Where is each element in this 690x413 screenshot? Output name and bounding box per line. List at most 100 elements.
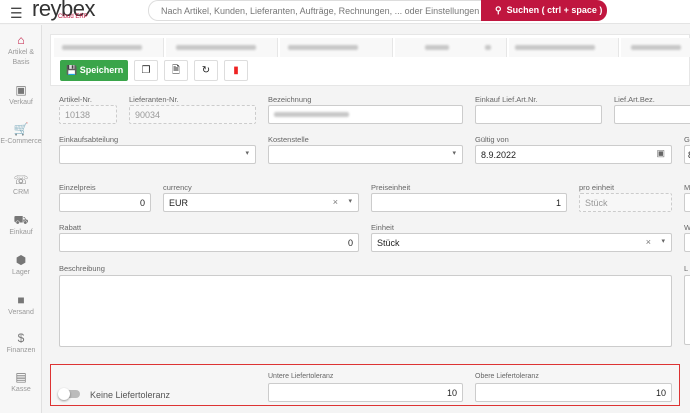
sidebar-item-kasse[interactable]: ▤ Kasse bbox=[0, 370, 42, 395]
truck-icon: ⛟ bbox=[13, 213, 29, 227]
search-icon: ⚲ bbox=[495, 5, 502, 15]
search-input[interactable]: Nach Artikel, Kunden, Lieferanten, Auftr… bbox=[148, 0, 481, 21]
clipped-field[interactable] bbox=[684, 275, 690, 345]
preiseinheit-field[interactable]: 1 bbox=[371, 193, 567, 212]
einkauf-lief-art-nr-label: Einkauf Lief.Art.Nr. bbox=[475, 95, 538, 104]
tab[interactable] bbox=[54, 38, 164, 57]
sidebar-item-label: Kasse bbox=[11, 386, 31, 393]
obere-label: Obere Liefertoleranz bbox=[475, 373, 539, 380]
chevron-down-icon: ▾ bbox=[452, 150, 456, 157]
refresh-button[interactable]: ↻ bbox=[194, 60, 218, 81]
support-agent-icon: ☏ bbox=[13, 173, 29, 187]
sidebar-item-ecommerce[interactable]: 🛒 E-Commerce bbox=[0, 122, 42, 147]
artikel-nr-label: Artikel-Nr. bbox=[59, 95, 92, 104]
cash-register-icon: ▤ bbox=[15, 370, 27, 384]
calendar-icon[interactable]: ▣ bbox=[656, 148, 665, 158]
sidebar-item-finanzen[interactable]: $ Finanzen bbox=[0, 331, 42, 356]
dollar-icon: $ bbox=[17, 331, 25, 345]
home-icon: ⌂ bbox=[17, 33, 25, 47]
currency-select[interactable]: EUR × ▾ bbox=[163, 193, 359, 212]
search-button-label: Suchen ( ctrl + space ) bbox=[506, 5, 603, 15]
pro-einheit-field: Stück bbox=[579, 193, 672, 212]
sidebar-item-label: Versand bbox=[8, 309, 34, 316]
sidebar-item-label: Einkauf bbox=[9, 229, 33, 236]
obere-liefertoleranz-field[interactable]: 10 bbox=[475, 383, 672, 402]
clipped-field[interactable]: 8 bbox=[684, 145, 690, 164]
beschreibung-label: Beschreibung bbox=[59, 264, 105, 273]
sidebar-item-label: CRM bbox=[13, 189, 29, 196]
box-icon: ⬢ bbox=[15, 253, 27, 267]
clipped-column: G 8 M W L bbox=[682, 88, 690, 408]
rabatt-label: Rabatt bbox=[59, 223, 82, 232]
tab[interactable] bbox=[280, 38, 393, 57]
untere-liefertoleranz-field[interactable]: 10 bbox=[268, 383, 463, 402]
sidebar-item-einkauf[interactable]: ⛟ Einkauf bbox=[0, 213, 42, 238]
clear-icon[interactable]: × bbox=[332, 197, 338, 207]
sidebar-item-versand[interactable]: ■ Versand bbox=[0, 293, 42, 318]
rabatt-field[interactable]: 0 bbox=[59, 233, 359, 252]
chevron-down-icon: ▾ bbox=[348, 198, 352, 205]
sidebar-item-artikel[interactable]: ⌂ Artikel & Basis bbox=[0, 33, 42, 68]
clipped-label: W bbox=[684, 223, 690, 232]
clear-icon[interactable]: × bbox=[645, 237, 651, 247]
bezeichnung-label: Bezeichnung bbox=[268, 95, 312, 104]
liefertoleranz-toggle[interactable] bbox=[58, 388, 82, 400]
clipped-label: G bbox=[684, 135, 690, 144]
lieferanten-nr-label: Lieferanten-Nr. bbox=[129, 95, 179, 104]
header-card: 💾 Speichern ❐ 🗎 ↻ ▮ bbox=[50, 34, 690, 86]
currency-label: currency bbox=[163, 183, 192, 192]
value: Stück bbox=[377, 238, 400, 248]
logo: reybex bbox=[32, 0, 96, 21]
copy-button[interactable]: ❐ bbox=[134, 60, 158, 81]
document-icon: 🗎 bbox=[171, 65, 181, 76]
sidebar-item-verkauf[interactable]: ▣ Verkauf bbox=[0, 83, 42, 108]
tab[interactable] bbox=[166, 38, 278, 57]
bezeichnung-field[interactable] bbox=[268, 105, 463, 124]
search-button[interactable]: ⚲ Suchen ( ctrl + space ) bbox=[481, 0, 607, 21]
einkaufsabteilung-select[interactable]: ▾ bbox=[59, 145, 256, 164]
artikel-nr-field: 10138 bbox=[59, 105, 117, 124]
sidebar-item-label: Lager bbox=[12, 269, 30, 276]
preiseinheit-label: Preiseinheit bbox=[371, 183, 411, 192]
clipped-label: M bbox=[684, 183, 690, 192]
lief-art-bez-label: Lief.Art.Bez. bbox=[614, 95, 655, 104]
logo-subtitle: Cloud ERP bbox=[58, 14, 88, 20]
credit-card-icon: ▣ bbox=[15, 83, 27, 97]
lieferanten-nr-field: 90034 bbox=[129, 105, 256, 124]
kostenstelle-select[interactable]: ▾ bbox=[268, 145, 463, 164]
clipped-field[interactable] bbox=[684, 233, 690, 252]
pro-einheit-label: pro einheit bbox=[579, 183, 615, 192]
hamburger-menu-icon[interactable]: ☰ bbox=[10, 5, 23, 21]
sidebar-item-label: Verkauf bbox=[9, 99, 33, 106]
clipped-label: L bbox=[684, 264, 689, 273]
toggle-label: Keine Liefertoleranz bbox=[90, 390, 171, 400]
value: 8.9.2022 bbox=[481, 150, 517, 160]
einheit-select[interactable]: Stück × ▾ bbox=[371, 233, 672, 252]
lief-art-bez-field[interactable] bbox=[614, 105, 690, 124]
cart-icon: 🛒 bbox=[13, 122, 29, 136]
kostenstelle-label: Kostenstelle bbox=[268, 135, 309, 144]
einzelpreis-label: Einzelpreis bbox=[59, 183, 96, 192]
sidebar-item-lager[interactable]: ⬢ Lager bbox=[0, 253, 42, 278]
delete-button[interactable]: ▮ bbox=[224, 60, 248, 81]
sidebar-item-crm[interactable]: ☏ CRM bbox=[0, 173, 42, 198]
package-icon: ■ bbox=[17, 293, 25, 307]
document-button[interactable]: 🗎 bbox=[164, 60, 188, 81]
value: EUR bbox=[169, 198, 189, 208]
tab[interactable] bbox=[621, 38, 690, 57]
chevron-down-icon: ▾ bbox=[661, 238, 665, 245]
trash-icon: ▮ bbox=[233, 65, 239, 76]
einkaufsabteilung-label: Einkaufsabteilung bbox=[59, 135, 119, 144]
gueltig-von-field[interactable]: 8.9.2022 ▣ bbox=[475, 145, 672, 164]
sidebar: ⌂ Artikel & Basis ▣ Verkauf 🛒 E-Commerce ☏ C… bbox=[0, 25, 42, 413]
einkauf-lief-art-nr-field[interactable] bbox=[475, 105, 602, 124]
tab[interactable] bbox=[395, 38, 507, 57]
sidebar-item-label: Artikel & Basis bbox=[7, 49, 35, 66]
clipped-field[interactable] bbox=[684, 193, 690, 212]
einheit-label: Einheit bbox=[371, 223, 394, 232]
einzelpreis-field[interactable]: 0 bbox=[59, 193, 151, 212]
sidebar-item-label: E-Commerce bbox=[0, 138, 42, 145]
beschreibung-textarea[interactable] bbox=[59, 275, 672, 347]
tab[interactable] bbox=[509, 38, 619, 57]
save-button[interactable]: 💾 Speichern bbox=[60, 60, 128, 81]
